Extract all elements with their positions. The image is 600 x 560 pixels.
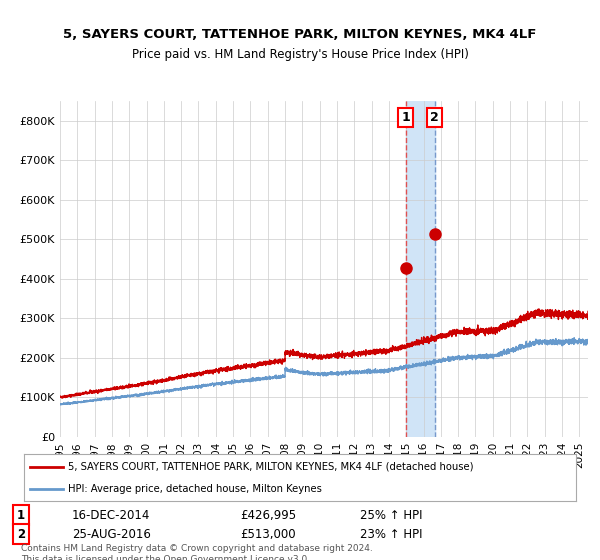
Text: 1: 1 xyxy=(401,111,410,124)
Text: HPI: Average price, detached house, Milton Keynes: HPI: Average price, detached house, Milt… xyxy=(68,484,322,494)
Text: 2: 2 xyxy=(17,528,25,540)
Text: Contains HM Land Registry data © Crown copyright and database right 2024.
This d: Contains HM Land Registry data © Crown c… xyxy=(21,544,373,560)
Text: 23% ↑ HPI: 23% ↑ HPI xyxy=(360,528,422,540)
Text: £513,000: £513,000 xyxy=(240,528,296,540)
Text: 25% ↑ HPI: 25% ↑ HPI xyxy=(360,508,422,521)
Bar xyxy=(406,101,435,437)
Text: £426,995: £426,995 xyxy=(240,508,296,521)
Text: 25-AUG-2016: 25-AUG-2016 xyxy=(72,528,151,540)
Text: 5, SAYERS COURT, TATTENHOE PARK, MILTON KEYNES, MK4 4LF (detached house): 5, SAYERS COURT, TATTENHOE PARK, MILTON … xyxy=(68,462,473,472)
Text: Price paid vs. HM Land Registry's House Price Index (HPI): Price paid vs. HM Land Registry's House … xyxy=(131,48,469,60)
Text: 2: 2 xyxy=(430,111,439,124)
Text: 16-DEC-2014: 16-DEC-2014 xyxy=(72,508,151,521)
Text: 1: 1 xyxy=(17,508,25,521)
Text: 5, SAYERS COURT, TATTENHOE PARK, MILTON KEYNES, MK4 4LF: 5, SAYERS COURT, TATTENHOE PARK, MILTON … xyxy=(64,28,536,41)
